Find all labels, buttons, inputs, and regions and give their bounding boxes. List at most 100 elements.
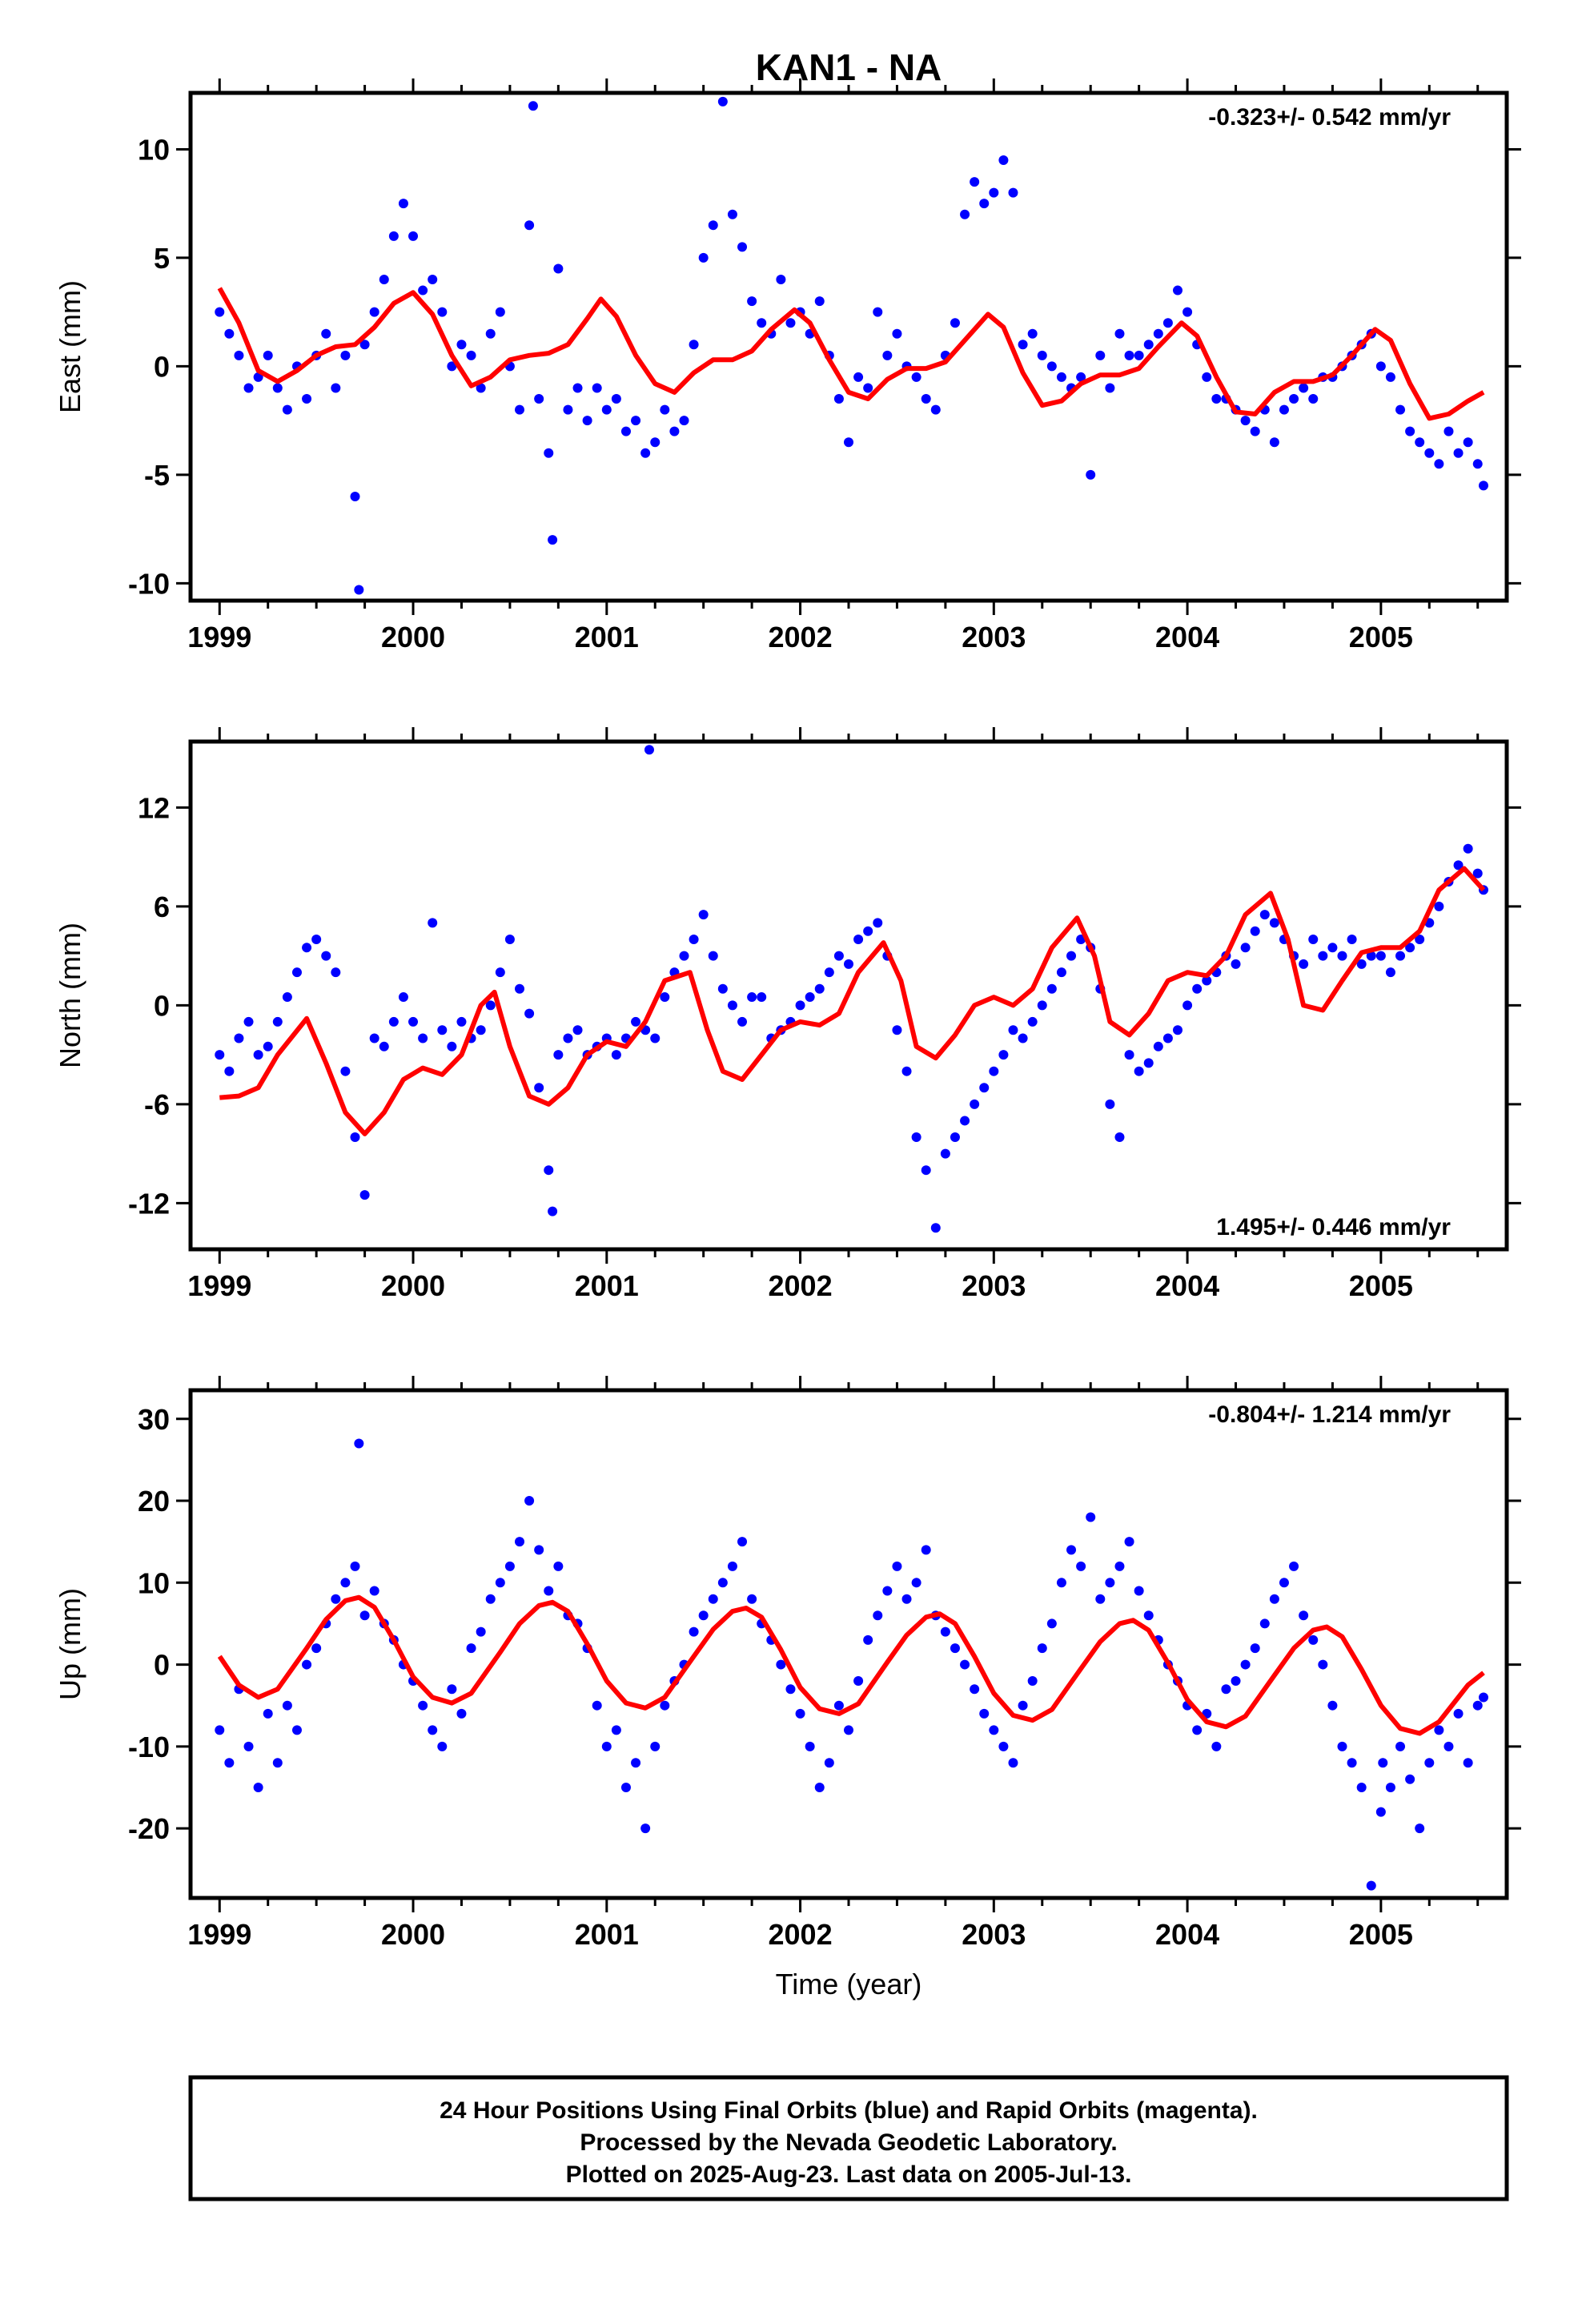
east-data-point [882,350,893,360]
up-data-point [592,1700,602,1711]
east-data-point [1299,383,1309,393]
up-data-point [892,1561,902,1571]
north-data-point [950,1132,960,1143]
north-data-point [757,992,767,1003]
east-data-point [572,383,583,393]
north-data-point [930,1223,941,1233]
east-data-point [1463,437,1473,448]
north-data-point [727,1000,737,1011]
east-data-point [515,404,524,415]
up-data-point [1105,1578,1115,1588]
east-y-tick-label: -10 [128,567,170,600]
up-panel: 1999 2000 2001 2002 2003 2004 2005 30 20 10 0 -10 -2… [54,1376,1521,1951]
north-data-point [408,1016,419,1027]
east-data-point [814,296,825,307]
north-data-point [892,1025,902,1035]
east-data-point [350,491,360,501]
north-rate-label: 1.495+/- 0.446 mm/yr [1216,1214,1451,1240]
north-data-point [350,1132,360,1143]
east-data-point [698,252,709,263]
footer-line-1: 24 Hour Positions Using Final Orbits (bl… [440,2097,1258,2124]
up-data-point [1366,1880,1376,1891]
up-data-point [272,1758,283,1768]
up-data-point [1453,1708,1464,1719]
east-data-point [544,448,554,458]
up-data-point [727,1561,737,1571]
east-data-point [1385,372,1395,382]
east-data-point [1124,350,1134,360]
north-y-axis-label: North (mm) [54,923,86,1068]
north-x-tick-label: 2004 [1155,1269,1219,1302]
north-data-point [1337,951,1347,961]
up-data-point [601,1741,612,1751]
north-data-point [544,1165,554,1176]
up-data-point [805,1741,815,1751]
east-data-point [930,404,941,415]
up-data-point [282,1700,292,1711]
north-x-tick-label: 2003 [962,1269,1026,1302]
east-data-point [495,307,505,317]
up-data-point [1327,1700,1338,1711]
up-data-point [1472,1700,1483,1711]
north-data-point [553,1050,564,1060]
up-data-point [1259,1618,1270,1629]
up-data-point [466,1643,476,1654]
east-data-point [737,242,748,252]
up-data-point [544,1586,554,1596]
north-data-point [476,1025,486,1035]
up-data-point [950,1643,960,1654]
up-data-point [263,1708,273,1719]
east-data-point [1472,459,1483,469]
north-data-point [1173,1025,1182,1035]
east-data-point [1056,372,1066,382]
north-data-point [698,910,709,920]
north-data-point [795,1000,805,1011]
north-y-tick-label: 6 [154,891,170,923]
up-data-point [698,1610,709,1621]
up-data-point [418,1700,428,1711]
east-data-point [1250,426,1260,436]
up-data-point [1385,1782,1395,1792]
up-data-point [611,1725,621,1735]
up-data-point [1375,1807,1386,1817]
east-data-point [1308,394,1319,404]
north-panel: 1999 2000 2001 2002 2003 2004 2005 12 6 0 -6 -12 Nor… [54,727,1521,1302]
east-x-tick-label: 2000 [381,621,445,653]
up-data-point [354,1438,364,1449]
up-data-point [350,1561,360,1571]
north-data-point [1259,910,1270,920]
north-data-point [970,1099,980,1109]
east-data-point [689,340,699,350]
east-frame [188,90,1509,603]
north-data-point [302,943,312,953]
up-y-tick-label: 10 [138,1566,170,1599]
east-data-point [1453,448,1464,458]
north-data-point [1308,935,1319,945]
north-data-point [495,967,505,978]
east-data-point [359,340,370,350]
north-data-point [379,1041,389,1051]
north-x-tick-label: 1999 [187,1269,251,1302]
up-data-point [1143,1610,1154,1621]
north-data-point [737,1016,748,1027]
up-data-point [215,1725,225,1735]
up-data-point [428,1725,438,1735]
north-data-point [708,951,718,961]
north-data-point [1162,1033,1173,1043]
east-x-tick-label: 2002 [769,621,833,653]
up-data-point [1356,1782,1367,1792]
north-data-point [291,967,302,978]
north-data-point [1066,951,1077,961]
north-data-point [921,1165,931,1176]
up-data-point [1086,1512,1096,1522]
north-data-point [660,992,670,1003]
north-data-point [679,951,689,961]
up-x-tick-label: 1999 [187,1918,251,1951]
east-data-point [776,275,786,285]
north-data-point [1415,935,1425,945]
east-data-point [592,383,602,393]
footer-line-2: Processed by the Nevada Geodetic Laborat… [580,2129,1117,2156]
east-data-point [1018,340,1028,350]
east-x-tick-label: 1999 [187,621,251,653]
east-y-tick-label: 5 [154,242,170,275]
